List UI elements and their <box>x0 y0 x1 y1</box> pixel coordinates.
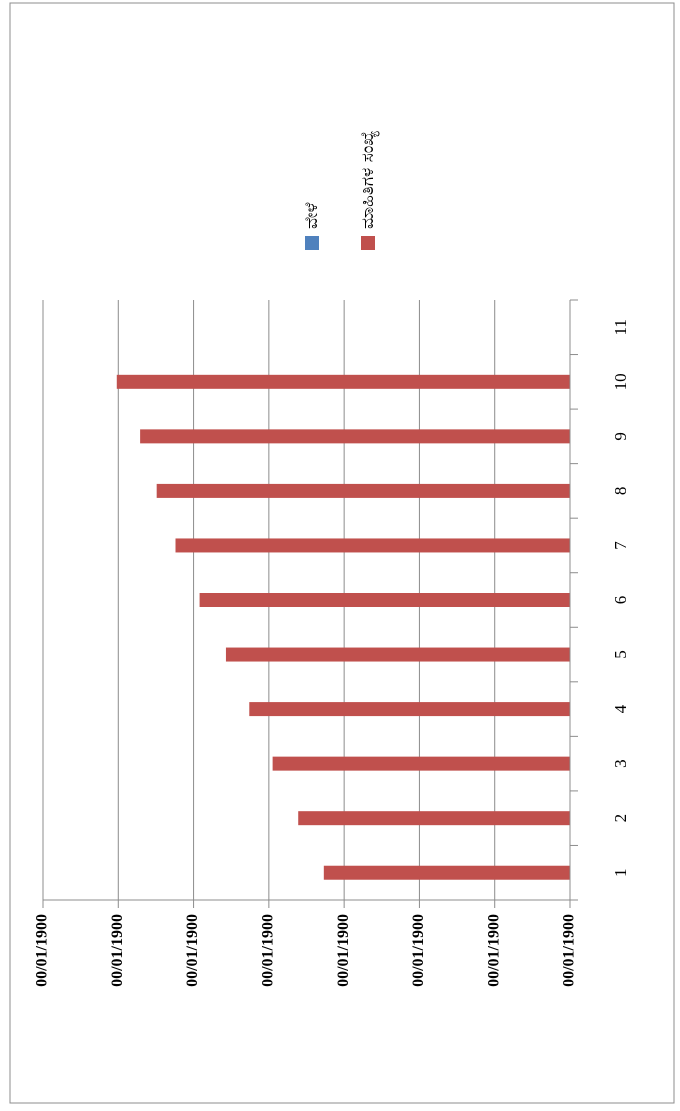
tick-labels: 00/01/1900 00/01/1900 00/01/1900 00/01/1900… <box>34 319 630 987</box>
value-tick-label: 00/01/1900 <box>410 914 427 987</box>
bar <box>156 483 570 498</box>
category-tick-label: 7 <box>611 541 630 550</box>
value-tick-label: 00/01/1900 <box>34 914 51 987</box>
category-tick-label: 9 <box>611 432 630 441</box>
bar <box>225 647 571 662</box>
category-tick-label: 6 <box>611 596 630 605</box>
axes <box>42 299 578 908</box>
bar <box>116 374 570 389</box>
value-tick-label: 00/01/1900 <box>561 914 578 987</box>
category-tick-label: 2 <box>611 814 630 823</box>
category-tick-label: 11 <box>611 319 630 335</box>
bar <box>323 865 570 880</box>
bar <box>272 756 570 771</box>
category-tick-label: 4 <box>611 704 630 713</box>
value-tick-label: 00/01/1900 <box>109 914 126 987</box>
category-tick-label: 10 <box>611 373 630 390</box>
chart-border <box>9 2 675 1104</box>
category-tick-label: 8 <box>611 487 630 496</box>
legend-swatch <box>305 236 319 250</box>
bars <box>116 374 571 880</box>
category-tick-label: 5 <box>611 650 630 659</box>
value-tick-label: 00/01/1900 <box>184 914 201 987</box>
bar <box>140 429 570 444</box>
category-tick-label: 3 <box>611 759 630 768</box>
legend-label: ವೇಳೆ <box>302 202 322 229</box>
bar <box>298 811 570 826</box>
legend: ವೇಳೆ ಮಾಹಿತಿಗಳ ಸಂಖ್ಯೆ <box>302 130 380 250</box>
category-tick-label: 1 <box>611 868 630 877</box>
bar <box>199 593 570 607</box>
gridlines <box>42 300 496 900</box>
bar <box>175 538 570 553</box>
bar <box>249 702 571 717</box>
legend-label: ಮಾಹಿತಿಗಳ ಸಂಖ್ಯೆ <box>358 130 380 229</box>
value-tick-label: 00/01/1900 <box>485 914 502 987</box>
value-tick-label: 00/01/1900 <box>260 914 277 987</box>
legend-swatch <box>361 236 375 250</box>
value-tick-label: 00/01/1900 <box>335 914 352 987</box>
